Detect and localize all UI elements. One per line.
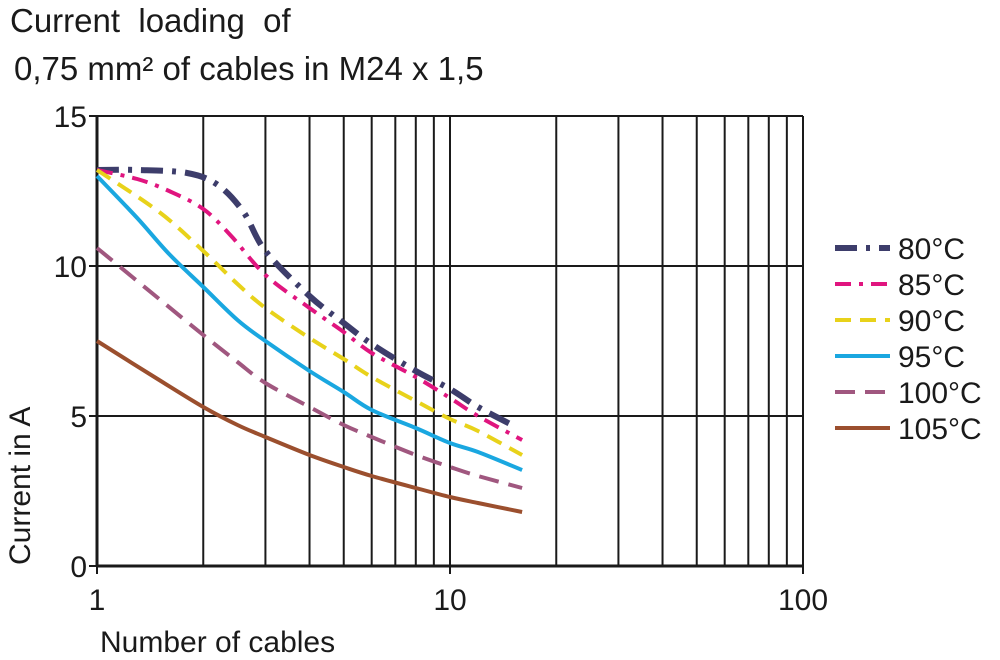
- y-tick-label: 0: [70, 551, 87, 584]
- series-line-6: [95, 339, 523, 514]
- legend-label-3: 90°C: [898, 305, 965, 338]
- chart-title-line2: 0,75 mm² of cables in M24 x 1,5: [14, 50, 484, 87]
- y-tick-label: 15: [54, 101, 87, 134]
- x-tick-label: 100: [778, 584, 828, 617]
- x-axis-label: Number of cables: [100, 626, 335, 659]
- y-axis-label: Current in A: [4, 407, 37, 565]
- series-line-3: [95, 168, 524, 457]
- series-line-4: [95, 174, 523, 472]
- x-tick-label: 10: [433, 584, 466, 617]
- legend-label-4: 95°C: [898, 341, 965, 374]
- y-tick-label: 5: [70, 401, 87, 434]
- series-line-2: [96, 168, 524, 442]
- legend-label-1: 80°C: [898, 233, 965, 266]
- series-line-1: [96, 166, 514, 428]
- legend-label-5: 100°C: [898, 377, 982, 410]
- legend-label-2: 85°C: [898, 269, 965, 302]
- series-layer: [95, 166, 524, 514]
- legend-label-6: 105°C: [898, 413, 982, 446]
- series-line-5: [95, 246, 523, 490]
- x-tick-label: 1: [89, 584, 106, 617]
- y-tick-label: 10: [54, 251, 87, 284]
- tick-labels: 0 5 10 15 1 10 100: [54, 101, 828, 617]
- chart-title-line1: Current loading of: [10, 2, 291, 39]
